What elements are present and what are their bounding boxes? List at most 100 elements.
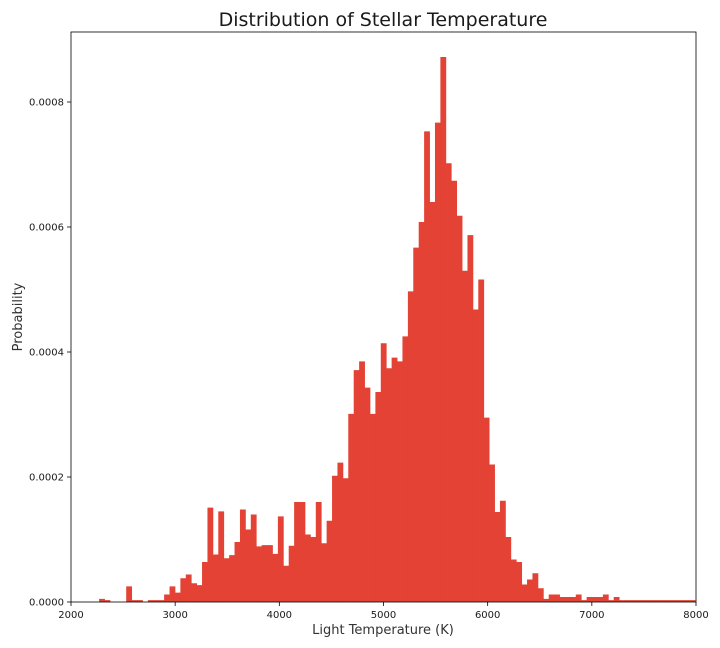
histogram-bar	[413, 247, 420, 603]
x-tick-label: 6000	[475, 610, 500, 621]
histogram-bar	[673, 600, 680, 603]
histogram-bar	[629, 600, 636, 603]
histogram-bar	[608, 600, 615, 603]
histogram-bar	[342, 478, 349, 602]
histogram-bar	[153, 600, 160, 603]
histogram-bar	[564, 597, 571, 602]
histogram-bar	[283, 565, 290, 602]
y-tick-label: 0.0006	[29, 223, 64, 234]
histogram-bar	[196, 585, 203, 603]
histogram-bar	[586, 597, 593, 602]
histogram-bar	[483, 417, 490, 603]
histogram-bar	[353, 370, 360, 603]
histogram-bar	[456, 215, 463, 602]
histogram-bar	[667, 600, 674, 603]
histogram-bar	[646, 600, 653, 603]
histogram-bar	[462, 270, 468, 602]
histogram-bar	[218, 511, 225, 603]
histogram-bar	[288, 545, 295, 602]
x-tick-label: 4000	[267, 610, 292, 621]
histogram-bar	[489, 464, 495, 602]
x-tick-label: 8000	[683, 610, 708, 621]
histogram-bar	[126, 586, 133, 603]
histogram-bar	[348, 413, 355, 603]
histogram-bar	[678, 600, 685, 603]
histogram-bar	[202, 562, 208, 602]
histogram-bar	[386, 368, 393, 602]
histogram-bar	[99, 598, 105, 603]
histogram-bar	[294, 502, 300, 602]
histogram-bar	[505, 537, 512, 602]
histogram-bar	[304, 534, 311, 602]
histogram-bar	[267, 545, 273, 603]
histogram-bar	[592, 597, 598, 602]
histogram-bar	[169, 586, 176, 603]
histogram-bar	[272, 553, 279, 603]
histogram-bar	[494, 512, 501, 602]
histogram-bar	[684, 600, 690, 603]
histogram-bar	[104, 600, 111, 603]
x-tick-label: 7000	[579, 610, 604, 621]
histogram-bar	[397, 361, 403, 603]
histogram-bar	[212, 554, 219, 602]
histogram-bar	[559, 597, 566, 602]
histogram-bar	[472, 309, 479, 602]
histogram-bar	[424, 131, 430, 602]
histogram-bar	[657, 600, 663, 603]
histogram-bar	[174, 592, 181, 603]
histogram-bar	[207, 507, 214, 603]
histogram-bar	[548, 594, 555, 602]
histogram-bar	[256, 546, 263, 603]
histogram-bar	[131, 600, 138, 603]
histogram-bar	[315, 502, 322, 602]
histogram-bar	[223, 558, 230, 602]
histogram-bar	[332, 475, 338, 602]
histogram-bar	[380, 343, 387, 602]
y-tick-label: 0.0000	[29, 598, 64, 609]
histogram-bar	[407, 291, 414, 602]
histogram-bar	[359, 361, 365, 603]
histogram-bar	[337, 462, 344, 603]
histogram-bar	[277, 516, 284, 603]
histogram-bar	[239, 509, 246, 602]
histogram-bar	[662, 600, 669, 603]
histogram-bar	[234, 542, 241, 602]
histogram-bar	[180, 578, 187, 602]
histogram-bar	[602, 594, 609, 602]
histogram-bar	[321, 543, 328, 602]
histogram-bar	[597, 597, 604, 602]
histogram-bar	[261, 545, 268, 603]
histogram-bar	[570, 597, 577, 602]
histogram-bar	[434, 122, 441, 602]
x-tick-label: 2000	[58, 610, 83, 621]
histogram-bar	[391, 357, 398, 603]
histogram-bar	[467, 235, 474, 602]
histogram-bar	[510, 559, 517, 602]
y-axis-label: Probability	[11, 282, 26, 351]
y-axis-ticks: 0.0000 0.0002 0.0004 0.0006 0.0008	[29, 98, 71, 609]
histogram-bar	[137, 600, 143, 603]
histogram-bar	[527, 579, 533, 602]
histogram-bar	[624, 600, 631, 603]
histogram-bar	[364, 387, 371, 603]
histogram-bar	[635, 600, 642, 603]
chart-title: Distribution of Stellar Temperature	[219, 9, 548, 31]
histogram-bar	[537, 588, 544, 602]
histogram-bar	[250, 514, 257, 602]
histogram-bar	[619, 600, 625, 603]
histogram-bar	[440, 57, 447, 602]
histogram-bar	[326, 520, 333, 602]
histogram-bar	[147, 600, 154, 603]
y-tick-label: 0.0002	[29, 473, 64, 484]
histogram-bar	[581, 600, 588, 603]
histogram-bar	[499, 500, 506, 602]
x-axis-label: Light Temperature (K)	[312, 623, 454, 638]
histogram-bar	[429, 202, 436, 602]
histogram-bar	[478, 279, 485, 602]
x-tick-label: 3000	[162, 610, 187, 621]
y-tick-label: 0.0004	[29, 348, 64, 359]
histogram-bar	[402, 336, 409, 602]
histogram-bar	[375, 392, 382, 602]
histogram-bar	[516, 562, 523, 602]
y-tick-label: 0.0008	[29, 98, 64, 109]
